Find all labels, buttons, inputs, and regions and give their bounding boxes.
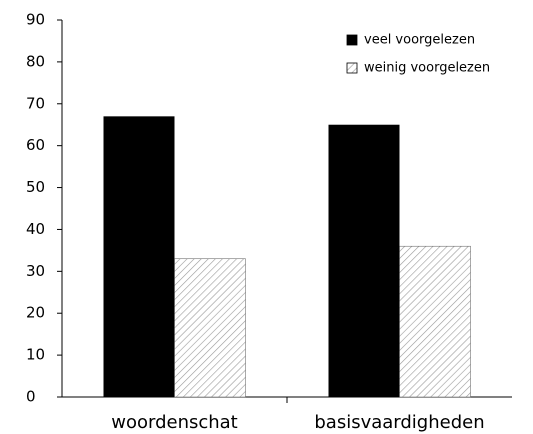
y-tick-label: 30 — [26, 262, 45, 280]
y-tick-label: 90 — [26, 11, 45, 29]
bar — [174, 258, 246, 398]
y-tick-label: 40 — [26, 220, 45, 238]
y-tick-label: 50 — [26, 178, 45, 196]
x-tick-label: basisvaardigheden — [314, 412, 484, 433]
bar — [103, 116, 175, 397]
y-tick-label: 10 — [26, 346, 45, 364]
legend-label: veel voorgelezen — [364, 33, 475, 48]
x-tick-label: woordenschat — [111, 412, 238, 433]
bar — [399, 245, 471, 398]
y-tick-label: 60 — [26, 136, 45, 154]
y-tick-label: 20 — [26, 304, 45, 322]
bar — [328, 124, 400, 397]
legend-swatch — [346, 34, 358, 46]
legend-swatch — [346, 62, 358, 74]
y-tick-label: 70 — [26, 94, 45, 112]
legend-label: weinig voorgelezen — [364, 61, 490, 76]
y-tick-label: 80 — [26, 52, 45, 70]
y-tick-label: 0 — [26, 388, 36, 406]
